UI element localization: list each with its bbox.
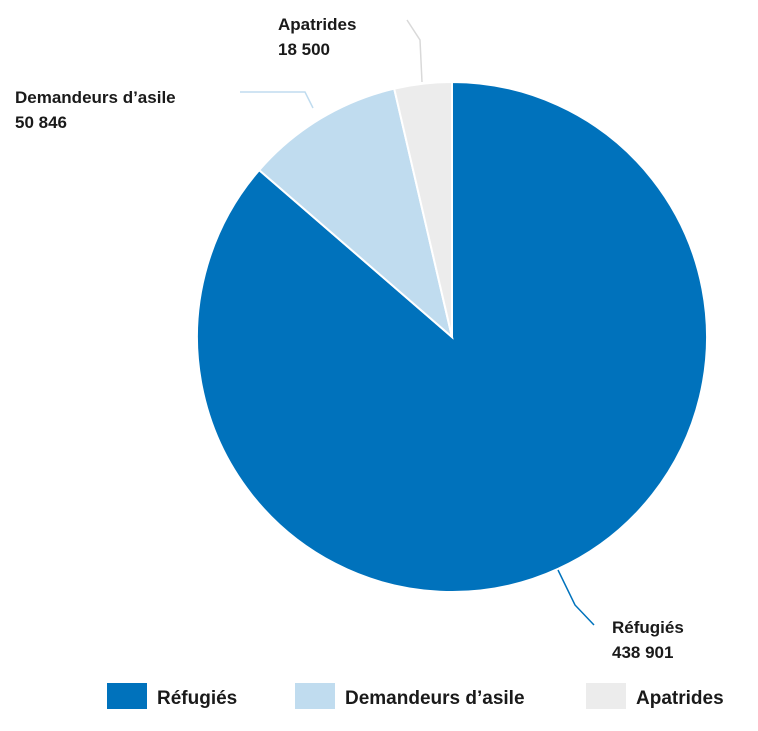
- slice-value-demandeurs-d-asile: 50 846: [15, 113, 67, 132]
- legend-label-refugies: Réfugiés: [157, 688, 237, 709]
- leader-line-demandeurs-d-asile: [240, 91, 314, 109]
- legend-label-demandeurs-d-asile: Demandeurs d’asile: [345, 688, 525, 709]
- legend: Réfugiés Demandeurs d’asile Apatrides: [107, 683, 724, 709]
- slice-value-refugies: 438 901: [612, 643, 673, 662]
- pie-slice-demandeurs-d-asile: [257, 87, 454, 340]
- legend-label-apatrides: Apatrides: [636, 688, 724, 709]
- slice-labels: Réfugiés 438 901 Demandeurs d’asile 50 846 A…: [15, 15, 684, 662]
- leader-line-refugies: [557, 569, 595, 626]
- slice-label-demandeurs-d-asile: Demandeurs d’asile: [15, 88, 176, 107]
- pie-slice-apatrides: [392, 80, 453, 338]
- slice-label-refugies: Réfugiés: [612, 618, 684, 637]
- legend-swatch-demandeurs-d-asile: [295, 683, 335, 709]
- leader-line-apatrides: [406, 19, 423, 83]
- legend-swatch-apatrides: [586, 683, 626, 709]
- slice-label-apatrides: Apatrides: [278, 15, 356, 34]
- leader-lines: [240, 19, 595, 626]
- legend-swatch-refugies: [107, 683, 147, 709]
- pie-slices: [196, 80, 708, 593]
- slice-value-apatrides: 18 500: [278, 40, 330, 59]
